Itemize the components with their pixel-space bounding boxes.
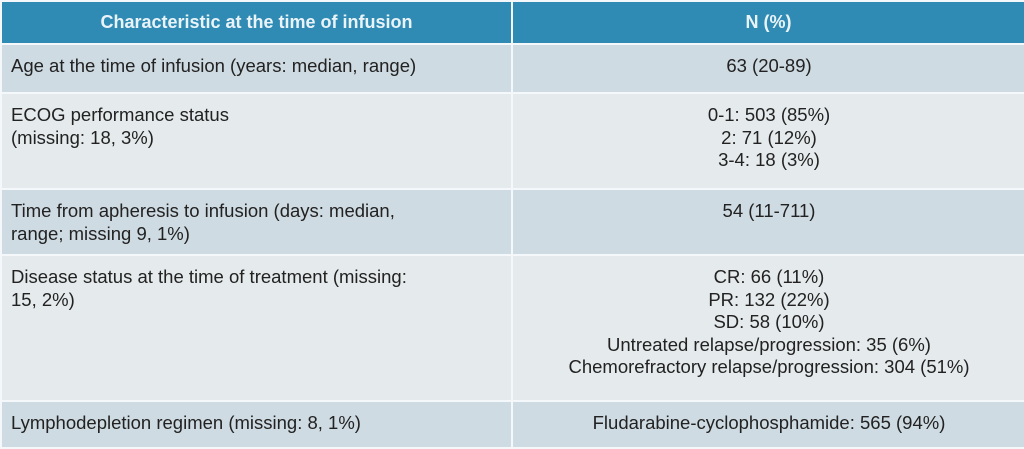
label-line: Time from apheresis to infusion (days: m… — [11, 200, 395, 221]
label-line: Disease status at the time of treatment … — [11, 266, 407, 287]
row-value: 54 (11-711) — [511, 188, 1024, 256]
value-line: 3-4: 18 (3%) — [718, 149, 820, 170]
table-row: Time from apheresis to infusion (days: m… — [0, 188, 1024, 256]
value-line: CR: 66 (11%) — [713, 266, 825, 287]
row-value: Fludarabine-cyclophosphamide: 565 (94%) — [511, 400, 1024, 449]
value-line: Untreated relapse/progression: 35 (6%) — [607, 333, 931, 355]
header-characteristic: Characteristic at the time of infusion — [0, 0, 513, 45]
table-row: Age at the time of infusion (years: medi… — [0, 43, 1024, 94]
header-n-percent: N (%) — [511, 0, 1024, 45]
label-line: range; missing 9, 1%) — [11, 222, 190, 244]
table-row: Disease status at the time of treatment … — [0, 254, 1024, 402]
value-line: 54 (11-711) — [722, 200, 816, 221]
table-row: Lymphodepletion regimen (missing: 8, 1%)… — [0, 400, 1024, 449]
row-value: 63 (20-89) — [511, 43, 1024, 94]
row-label: Disease status at the time of treatment … — [0, 254, 513, 402]
row-label: Lymphodepletion regimen (missing: 8, 1%) — [0, 400, 513, 449]
label-line: Age at the time of infusion (years: medi… — [11, 55, 417, 76]
row-label: Age at the time of infusion (years: medi… — [0, 43, 513, 94]
value-line: 2: 71 (12%) — [721, 126, 817, 148]
header-row: Characteristic at the time of infusion N… — [0, 0, 1024, 45]
value-line: PR: 132 (22%) — [708, 288, 830, 310]
label-line: ECOG performance status — [11, 104, 229, 125]
row-label: Time from apheresis to infusion (days: m… — [0, 188, 513, 256]
row-value: 0-1: 503 (85%) 2: 71 (12%) 3-4: 18 (3%) — [511, 92, 1024, 190]
table-row: ECOG performance status (missing: 18, 3%… — [0, 92, 1024, 190]
value-line: 63 (20-89) — [726, 55, 812, 76]
value-line: SD: 58 (10%) — [713, 311, 825, 332]
row-value: CR: 66 (11%) PR: 132 (22%) SD: 58 (10%) … — [511, 254, 1024, 402]
row-label: ECOG performance status (missing: 18, 3%… — [0, 92, 513, 190]
value-line: Fludarabine-cyclophosphamide: 565 (94%) — [592, 412, 946, 433]
label-line: (missing: 18, 3%) — [11, 126, 154, 148]
value-line: Chemorefractory relapse/progression: 304… — [568, 356, 970, 377]
label-line: 15, 2%) — [11, 288, 75, 310]
value-line: 0-1: 503 (85%) — [707, 104, 831, 125]
label-line: Lymphodepletion regimen (missing: 8, 1%) — [11, 412, 361, 433]
